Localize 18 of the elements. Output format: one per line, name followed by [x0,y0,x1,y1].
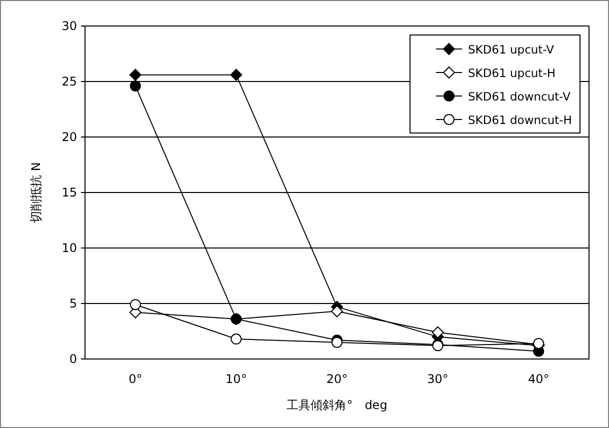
x-tick-label: 10° [226,372,247,386]
y-tick-label: 20 [62,130,77,144]
y-axis-title: 切削抵抗 N [29,162,43,223]
x-tick-label: 30° [427,372,448,386]
legend-label: SKD61 upcut-H [468,66,556,80]
x-axis-title: 工具傾斜角° deg [286,398,388,412]
x-tick-label: 20° [326,372,348,386]
y-tick-label: 0 [69,352,77,366]
legend-label: SKD61 upcut-V [468,42,554,56]
legend-label: SKD61 downcut-V [468,90,571,104]
x-tick-label: 0° [128,372,142,386]
y-tick-label: 15 [62,186,77,200]
legend-label: SKD61 downcut-H [468,113,572,127]
y-tick-label: 5 [69,296,77,310]
y-tick-label: 10 [62,241,77,255]
x-tick-label: 40° [528,372,550,386]
y-tick-label: 30 [62,19,77,33]
y-tick-label: 25 [62,74,77,88]
